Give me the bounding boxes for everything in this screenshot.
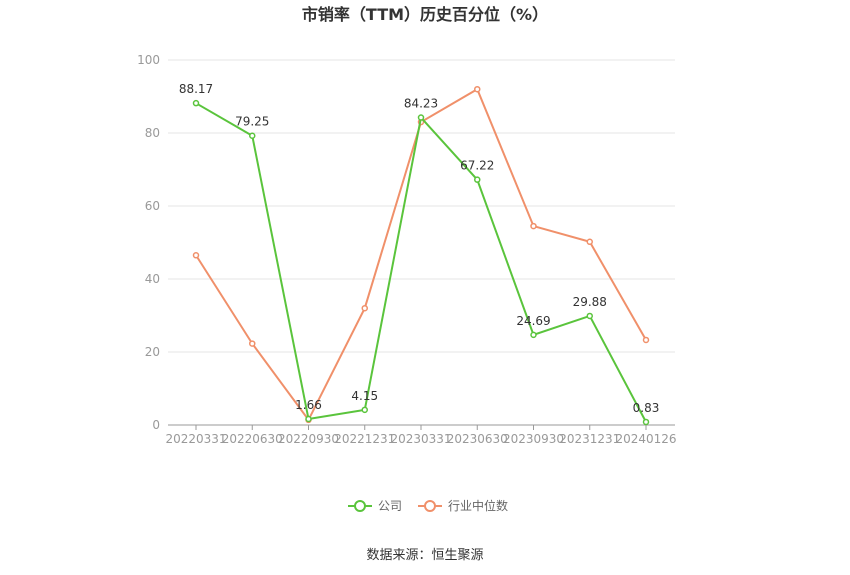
data-label: 1.66 [295, 398, 322, 412]
y-tick-label: 60 [145, 199, 160, 213]
data-label: 24.69 [516, 314, 550, 328]
source-note: 数据来源：恒生聚源 [366, 548, 483, 563]
legend-label: 公司 [378, 499, 402, 513]
series-line-0 [195, 102, 647, 423]
data-point[interactable] [192, 252, 200, 259]
series-line-1 [195, 87, 647, 422]
x-tick-label: 20240126 [615, 432, 676, 446]
data-label: 0.83 [633, 401, 660, 415]
data-point[interactable] [530, 222, 537, 230]
y-tick-layer: 0 20 40 60 80 100 [137, 53, 160, 432]
data-point[interactable] [642, 418, 650, 426]
y-tick-label: 40 [145, 272, 160, 286]
data-point[interactable] [474, 85, 481, 93]
data-point[interactable] [361, 406, 368, 414]
x-tick-layer: 2022033120220630202209302022123120230331… [165, 425, 677, 446]
y-tick-label: 0 [152, 418, 160, 432]
x-tick-label: 20220630 [222, 432, 283, 446]
data-point[interactable] [192, 99, 200, 107]
x-tick-label: 20230630 [447, 432, 508, 446]
x-tick-label: 20231231 [559, 432, 620, 446]
data-point[interactable] [586, 312, 593, 320]
data-point[interactable] [361, 304, 368, 312]
legend-marker [354, 500, 366, 512]
data-label-layer: 88.17 79.25 1.66 4.15 84.23 67.22 24.69 29.88 0.… [179, 82, 660, 415]
series-layer [192, 85, 650, 426]
data-point[interactable] [305, 415, 312, 423]
data-point[interactable] [586, 238, 593, 246]
x-tick-label: 20230930 [503, 432, 564, 446]
chart-title: 市销率（TTM）历史百分位（%） [302, 5, 548, 24]
x-tick-label: 20221231 [334, 432, 395, 446]
data-point[interactable] [249, 340, 256, 347]
y-tick-label: 20 [145, 345, 160, 359]
legend-label: 行业中位数 [448, 498, 508, 513]
data-point[interactable] [642, 336, 650, 344]
legend[interactable]: 公司 行业中位数 [348, 498, 508, 513]
data-label: 4.15 [351, 389, 378, 403]
data-label: 29.88 [573, 295, 607, 309]
x-tick-label: 20230331 [390, 432, 451, 446]
data-label: 67.22 [460, 159, 494, 173]
data-point[interactable] [474, 176, 481, 183]
legend-item[interactable]: 行业中位数 [418, 498, 508, 513]
data-label: 84.23 [404, 97, 438, 111]
y-tick-label: 100 [137, 53, 160, 67]
x-tick-label: 20220331 [165, 432, 226, 446]
data-point[interactable] [249, 132, 256, 139]
legend-marker [424, 500, 436, 512]
x-tick-label: 20220930 [278, 432, 339, 446]
data-point[interactable] [417, 114, 425, 121]
data-point[interactable] [530, 331, 537, 339]
legend-item[interactable]: 公司 [348, 499, 402, 513]
data-label: 88.17 [179, 82, 213, 96]
y-tick-label: 80 [145, 126, 160, 140]
data-label: 79.25 [235, 115, 269, 129]
